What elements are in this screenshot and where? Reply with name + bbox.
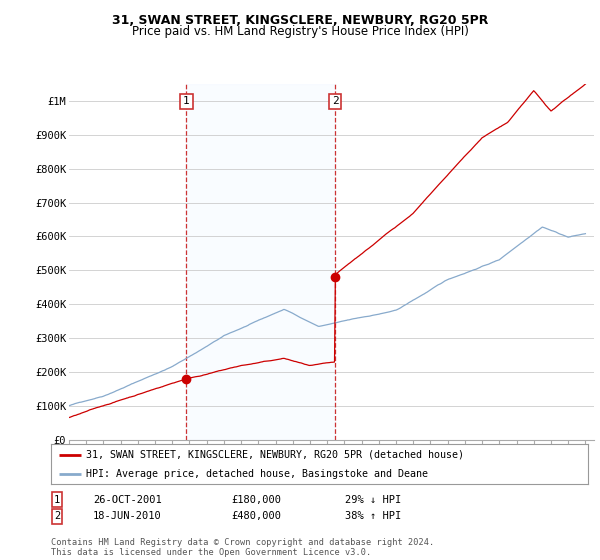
Text: 18-JUN-2010: 18-JUN-2010 (93, 511, 162, 521)
Text: 29% ↓ HPI: 29% ↓ HPI (345, 494, 401, 505)
Text: 2: 2 (332, 96, 338, 106)
Text: 31, SWAN STREET, KINGSCLERE, NEWBURY, RG20 5PR (detached house): 31, SWAN STREET, KINGSCLERE, NEWBURY, RG… (86, 450, 464, 460)
Text: £180,000: £180,000 (231, 494, 281, 505)
Text: 1: 1 (183, 96, 190, 106)
Text: £480,000: £480,000 (231, 511, 281, 521)
Text: Contains HM Land Registry data © Crown copyright and database right 2024.
This d: Contains HM Land Registry data © Crown c… (51, 538, 434, 557)
Text: 2: 2 (54, 511, 60, 521)
Text: Price paid vs. HM Land Registry's House Price Index (HPI): Price paid vs. HM Land Registry's House … (131, 25, 469, 38)
Bar (187, 84, 335, 440)
Text: 1: 1 (54, 494, 60, 505)
Text: HPI: Average price, detached house, Basingstoke and Deane: HPI: Average price, detached house, Basi… (86, 469, 428, 478)
Text: 31, SWAN STREET, KINGSCLERE, NEWBURY, RG20 5PR: 31, SWAN STREET, KINGSCLERE, NEWBURY, RG… (112, 14, 488, 27)
Text: 26-OCT-2001: 26-OCT-2001 (93, 494, 162, 505)
Text: 38% ↑ HPI: 38% ↑ HPI (345, 511, 401, 521)
